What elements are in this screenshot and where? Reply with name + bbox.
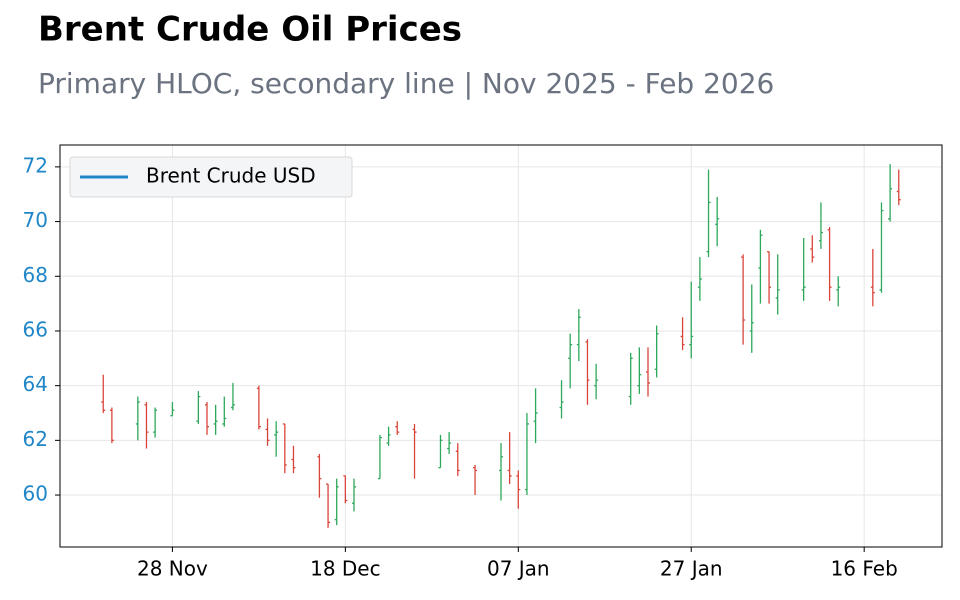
plot-frame [59, 144, 943, 548]
y-tick-label: 64 [23, 372, 48, 396]
legend-box [69, 156, 353, 198]
x-tick-label: 16 Feb [831, 557, 898, 581]
axes: 60 62 64 66 68 70 72 28 Nov 18 Dec 07 Jan 27 Jan 16… [23, 153, 898, 580]
y-tick-label: 70 [23, 208, 48, 232]
y-tick-label: 60 [23, 482, 48, 506]
y-tick-label: 66 [23, 317, 48, 341]
y-tick-label: 62 [23, 427, 48, 451]
chart-subtitle: Primary HLOC, secondary line | Nov 2025 … [38, 67, 774, 100]
x-tick-label: 27 Jan [660, 557, 723, 581]
x-tick-label: 07 Jan [487, 557, 550, 581]
x-tick-label: 18 Dec [310, 557, 381, 581]
x-tick-label: 28 Nov [137, 557, 208, 581]
chart-title: Brent Crude Oil Prices [38, 10, 462, 50]
legend-label: Brent Crude USD [146, 164, 316, 188]
y-tick-label: 68 [23, 263, 48, 287]
y-tick-label: 72 [23, 153, 48, 177]
plot-marks [101, 164, 901, 528]
